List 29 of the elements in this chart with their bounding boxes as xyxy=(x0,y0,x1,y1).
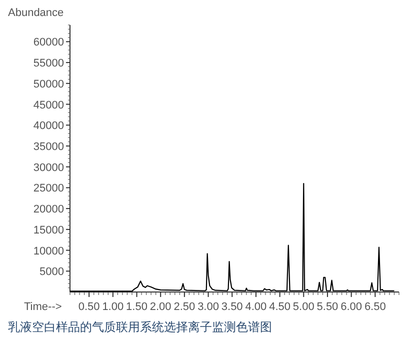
y-tick-label: 60000 xyxy=(33,36,64,49)
x-tick-label: 3.00 xyxy=(198,301,219,313)
y-tick-label: 10000 xyxy=(33,245,64,258)
x-tick-label: 6.50 xyxy=(364,301,386,313)
x-tick-label: 2.00 xyxy=(150,301,172,313)
text: 乳液空白样品的气质联用系统选择离子监测色谱图 xyxy=(8,320,272,334)
x-tick-label: 5.50 xyxy=(316,301,338,313)
y-tick-label: 50000 xyxy=(33,78,64,90)
y-tick-label: 35000 xyxy=(33,140,64,153)
y-tick-label: 40000 xyxy=(33,120,64,132)
x-tick-label: 0.50 xyxy=(78,301,100,313)
x-tick-label: 5.00 xyxy=(292,301,314,313)
x-tick-label: 6.00 xyxy=(340,301,362,313)
y-tick-label: 15000 xyxy=(33,224,64,236)
y-tick-label: 45000 xyxy=(33,99,64,112)
y-tick-label: 5000 xyxy=(40,266,64,278)
y-tick-label: 25000 xyxy=(33,182,64,195)
x-tick-label: 1.50 xyxy=(126,301,148,313)
y-axis-title: Abundance xyxy=(8,7,64,19)
x-tick-label: 4.00 xyxy=(245,301,267,313)
y-tick-label: 30000 xyxy=(33,162,64,174)
x-tick-label: 4.50 xyxy=(269,301,291,313)
x-tick-label: 3.50 xyxy=(221,301,243,313)
x-tick-label: 2.50 xyxy=(174,301,196,313)
y-tick-label: 55000 xyxy=(33,58,64,70)
x-tick-label: 1.00 xyxy=(102,301,124,313)
line-series xyxy=(69,182,395,292)
y-tick-label: 20000 xyxy=(33,204,64,216)
x-axis-title: Time--> xyxy=(24,301,62,313)
